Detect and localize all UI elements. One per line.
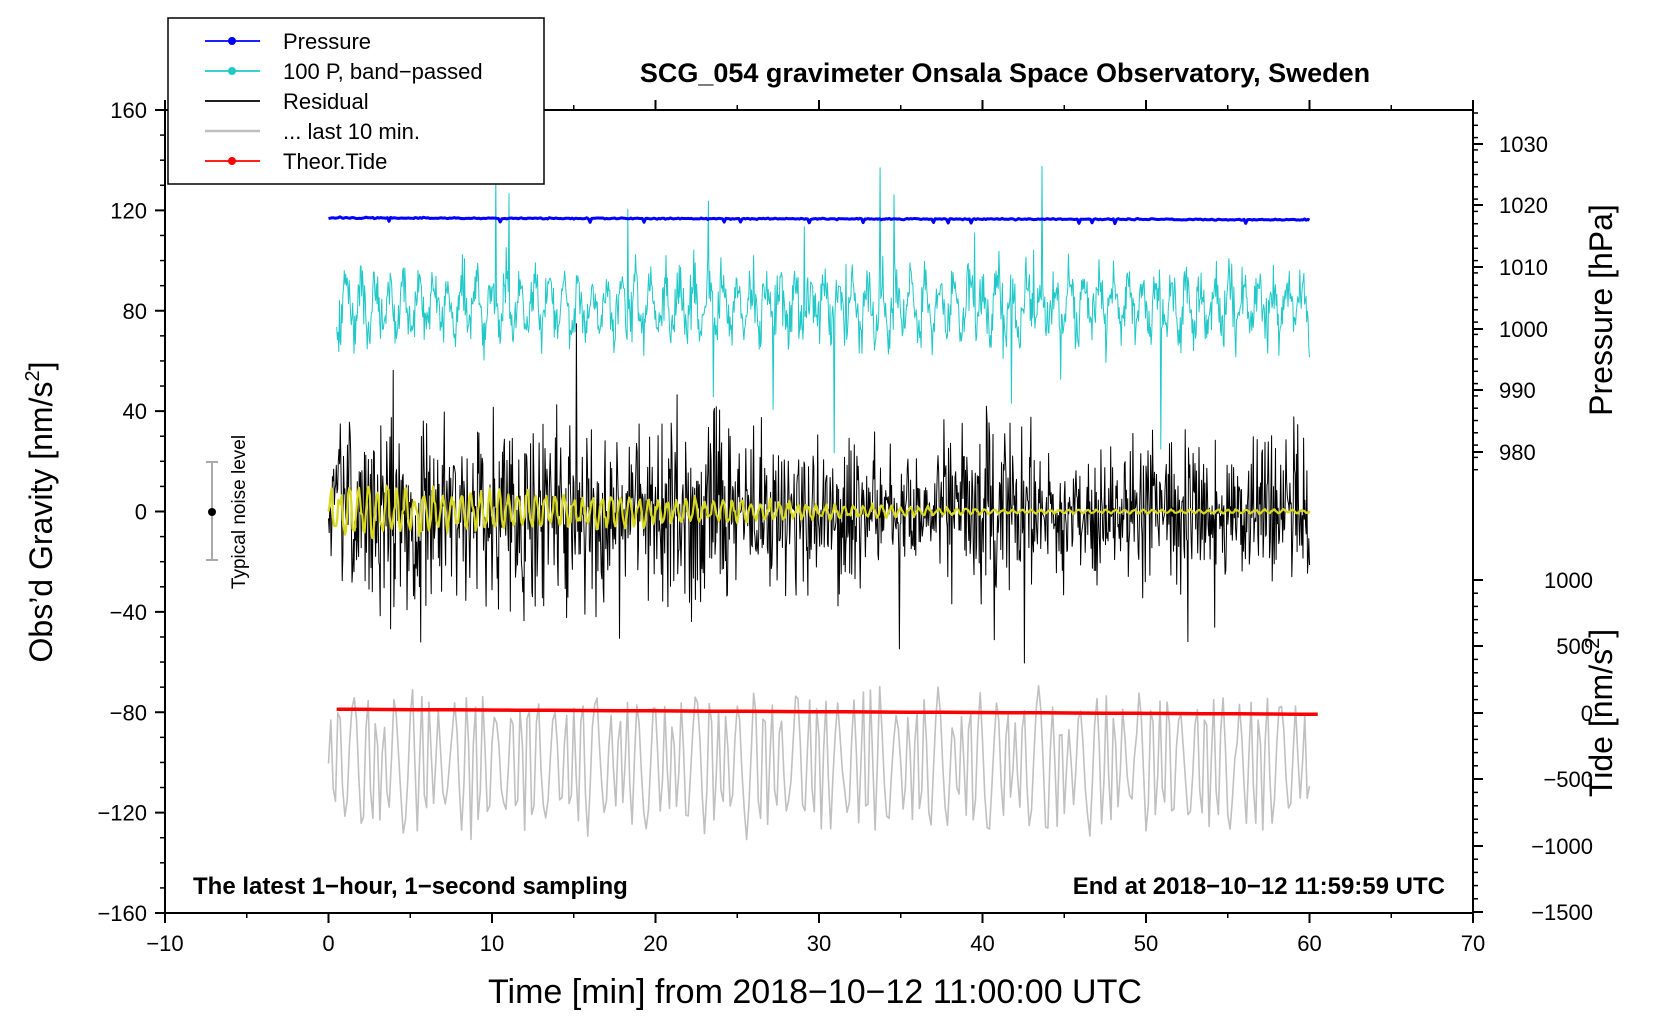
y-label-gravity-end: ] xyxy=(23,362,59,371)
tide-tick-label: −1500 xyxy=(1531,900,1593,925)
x-tick-label: 30 xyxy=(807,931,831,956)
x-tick-label: 60 xyxy=(1297,931,1321,956)
y-label-gravity-sup: 2 xyxy=(22,370,44,381)
y-label-gravity-text: Obs’d Gravity [nm/s xyxy=(23,382,59,663)
x-tick-label: −10 xyxy=(146,931,183,956)
noise-label: Typical noise level xyxy=(229,435,250,589)
y-label-tide-sup: 2 xyxy=(1582,638,1604,649)
x-tick-label: 10 xyxy=(480,931,504,956)
pressure-tick-label: 1030 xyxy=(1499,132,1548,157)
annotation-right: End at 2018−10−12 11:59:59 UTC xyxy=(1073,873,1445,900)
pressure-tick-label: 1000 xyxy=(1499,317,1548,342)
tide-tick-label: −1000 xyxy=(1531,834,1593,859)
x-axis: −10 0 10 20 30 40 50 60 70 xyxy=(146,100,1485,956)
pressure-tick-label: 1010 xyxy=(1499,255,1548,280)
legend-marker xyxy=(228,157,236,165)
y-axis-gravity: 160 120 80 40 0 −40 −80 −120 −160 xyxy=(97,98,165,926)
x-tick-label: 20 xyxy=(643,931,667,956)
legend-label: Pressure xyxy=(283,29,371,54)
tide-tick-label: 500 xyxy=(1556,634,1593,659)
tide-tick-label: 1000 xyxy=(1544,568,1593,593)
x-tick-label: 40 xyxy=(970,931,994,956)
x-tick-label: 50 xyxy=(1134,931,1158,956)
legend-label: 100 P, band−passed xyxy=(283,59,483,84)
annotation-left: The latest 1−hour, 1−second sampling xyxy=(193,873,628,900)
noise-dot xyxy=(208,508,216,516)
chart-title: SCG_054 gravimeter Onsala Space Observat… xyxy=(640,58,1370,88)
tide-tick-label: −500 xyxy=(1543,767,1593,792)
y-tick-label: −120 xyxy=(97,801,147,826)
series-group xyxy=(327,165,1318,841)
legend-marker xyxy=(228,67,236,75)
y-tick-label: 0 xyxy=(135,500,147,525)
legend-marker xyxy=(228,37,236,45)
x-axis-label: Time [min] from 2018−10−12 11:00:00 UTC xyxy=(488,973,1142,1011)
series-residual xyxy=(328,323,1310,664)
x-tick-label: 0 xyxy=(322,931,334,956)
pressure-tick-label: 980 xyxy=(1499,440,1536,465)
y-tick-label: −160 xyxy=(97,901,147,926)
series-pressure xyxy=(328,215,1311,226)
legend: Pressure 100 P, band−passed Residual ... la… xyxy=(167,17,545,185)
series-theoretical-tide xyxy=(336,707,1318,717)
pressure-tick-label: 1020 xyxy=(1499,193,1548,218)
legend-label: Residual xyxy=(283,89,369,114)
y-label-tide-end: ] xyxy=(1583,629,1619,638)
y-axis-label-pressure: Pressure [hPa] xyxy=(1583,204,1619,416)
pressure-tick-label: 990 xyxy=(1499,378,1536,403)
y-tick-label: 120 xyxy=(110,198,147,223)
series-pressure-band-passed xyxy=(336,165,1310,454)
series-residual-smoothed xyxy=(327,484,1311,540)
noise-level-indicator: Typical noise level xyxy=(206,435,250,589)
y-axis-right: 1030 1020 1010 1000 990 980 1000 500 0 −500 −1000 −… xyxy=(1473,112,1593,925)
y-tick-label: 40 xyxy=(123,399,147,424)
legend-label: Theor.Tide xyxy=(283,149,387,174)
x-tick-label: 70 xyxy=(1461,931,1485,956)
tide-tick-label: 0 xyxy=(1581,701,1593,726)
y-tick-label: 80 xyxy=(123,299,147,324)
y-axis-label-tide: Tide [nm/s2] xyxy=(1582,629,1619,797)
legend-label: ... last 10 min. xyxy=(283,119,420,144)
y-axis-label-gravity: Obs’d Gravity [nm/s2] xyxy=(22,362,59,663)
y-tick-label: −80 xyxy=(110,700,147,725)
series-last-10-min xyxy=(327,684,1311,841)
y-tick-label: 160 xyxy=(110,98,147,123)
y-tick-label: −40 xyxy=(110,600,147,625)
y-label-tide-text: Tide [nm/s xyxy=(1583,649,1619,797)
